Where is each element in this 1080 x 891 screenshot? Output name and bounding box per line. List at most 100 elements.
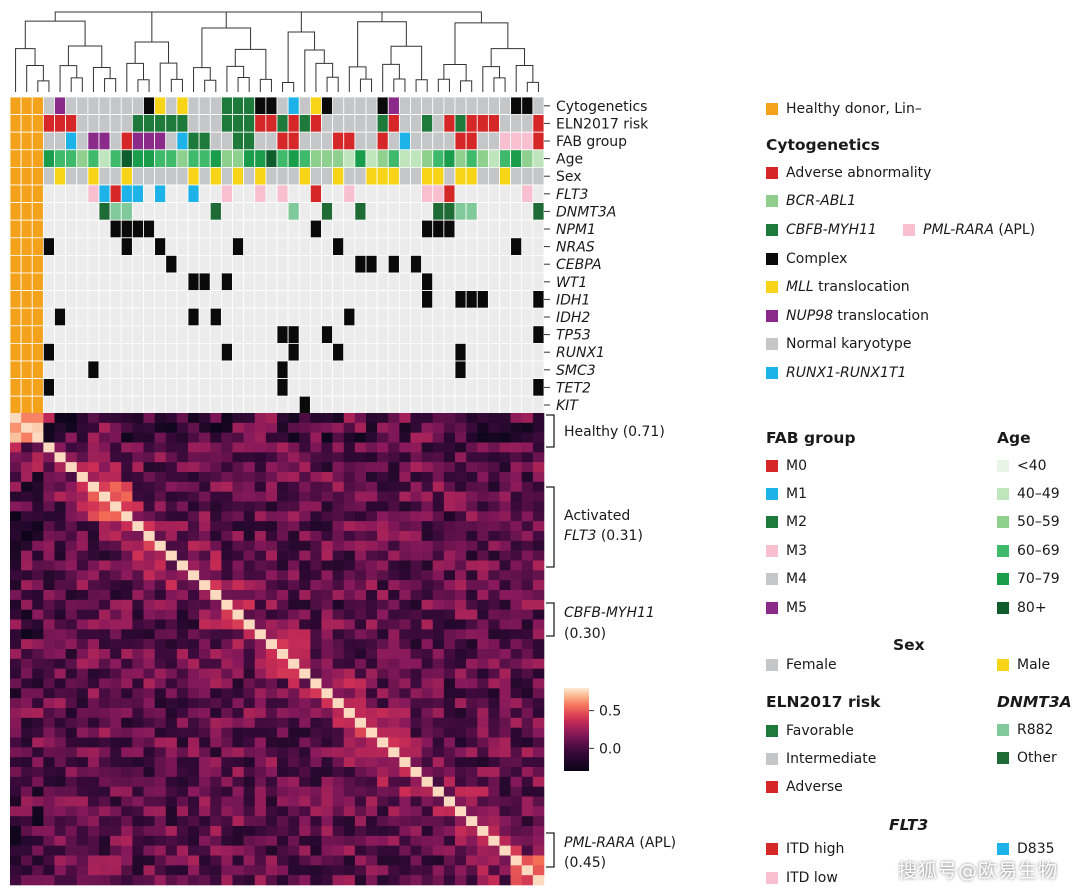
heatmap-cell: [87, 462, 100, 473]
heatmap-cell: [510, 717, 523, 728]
heatmap-cell: [65, 826, 78, 837]
heatmap-cell: [310, 717, 322, 728]
heatmap-cell: [277, 580, 289, 591]
heatmap-cell: [32, 806, 44, 817]
annotation-cell: [154, 114, 167, 133]
heatmap-cell: [99, 481, 111, 492]
heatmap-cell: [76, 688, 89, 699]
heatmap-cell: [421, 826, 434, 837]
heatmap-cell: [232, 432, 244, 443]
annotation-cell: [332, 114, 345, 133]
heatmap-cell: [121, 432, 133, 443]
annotation-cell: [332, 307, 345, 327]
heatmap-cell: [455, 629, 467, 640]
heatmap-cell: [332, 590, 345, 601]
heatmap-cell: [254, 678, 267, 689]
heatmap-cell: [377, 599, 389, 610]
heatmap-cell: [332, 599, 345, 610]
annotation-cell: [332, 149, 345, 168]
heatmap-cell: [377, 413, 389, 424]
heatmap-cell: [110, 531, 122, 542]
annotation-cell: [332, 378, 345, 397]
heatmap-cell: [499, 599, 511, 610]
heatmap-cell: [455, 639, 467, 650]
heatmap-cell: [121, 462, 133, 473]
annotation-cell: [243, 290, 256, 309]
legend-label: 50–59: [1017, 514, 1060, 530]
heatmap-cell: [121, 855, 133, 866]
heatmap-cell: [165, 658, 178, 669]
annotation-cell: [120, 96, 133, 116]
annotation-cell: [387, 395, 400, 415]
heatmap-cell: [443, 422, 456, 433]
heatmap-cell: [299, 688, 311, 699]
heatmap-cell: [232, 462, 244, 473]
heatmap-cell: [99, 472, 111, 483]
heatmap-cell: [354, 826, 367, 837]
annotation-cell: [276, 184, 289, 204]
heatmap-cell: [32, 708, 44, 719]
annotation-cell: [421, 307, 434, 327]
heatmap-cell: [521, 757, 534, 768]
heatmap-cell: [188, 462, 200, 473]
annotation-cell: [499, 237, 512, 256]
annotation-cell: [209, 254, 222, 274]
heatmap-cell: [110, 835, 122, 846]
heatmap-cell: [432, 491, 445, 502]
heatmap-cell: [354, 776, 367, 787]
heatmap-cell: [87, 452, 100, 463]
heatmap-cell: [399, 521, 411, 532]
heatmap-cell: [65, 531, 78, 542]
legend-swatch: [766, 224, 778, 236]
heatmap-cell: [288, 678, 300, 689]
legend-swatch: [997, 752, 1009, 764]
heatmap-cell: [10, 531, 22, 542]
heatmap-cell: [288, 865, 300, 876]
heatmap-cell: [132, 462, 144, 473]
heatmap-cell: [432, 472, 445, 483]
heatmap-cell: [332, 531, 345, 542]
heatmap-cell: [299, 570, 311, 581]
annotation-cell: [465, 307, 478, 327]
heatmap-cell: [87, 560, 100, 571]
heatmap-cell: [432, 531, 445, 542]
heatmap-cell: [321, 462, 333, 473]
heatmap-cell: [65, 796, 78, 807]
legend-label: NUP98 translocation: [786, 308, 929, 324]
annotation-cell: [465, 254, 478, 274]
heatmap-cell: [288, 816, 300, 827]
heatmap-cell: [265, 727, 278, 738]
heatmap-cell: [199, 570, 211, 581]
heatmap-cell: [10, 835, 22, 846]
heatmap-cell: [399, 747, 411, 758]
heatmap-cell: [288, 875, 300, 886]
legend-title: DNMT3A: [997, 693, 1072, 711]
annotation-cell: [176, 184, 189, 204]
heatmap-cell: [254, 531, 267, 542]
legend-swatch: [766, 872, 778, 884]
annotation-cell: [265, 342, 278, 362]
heatmap-cell: [354, 491, 367, 502]
annotation-cell: [198, 360, 211, 380]
heatmap-cell: [332, 619, 345, 630]
heatmap-cell: [154, 865, 167, 876]
heatmap-cell: [87, 845, 100, 856]
heatmap-cell: [455, 826, 467, 837]
heatmap-cell: [10, 649, 22, 660]
heatmap-cell: [377, 649, 389, 660]
heatmap-cell: [388, 491, 400, 502]
heatmap-cell: [221, 816, 233, 827]
heatmap-cell: [377, 658, 389, 669]
annotation-cell: [31, 131, 44, 151]
annotation-cell: [321, 342, 334, 362]
heatmap-cell: [132, 619, 144, 630]
heatmap-cell: [87, 767, 100, 778]
heatmap-cell: [343, 816, 356, 827]
annotation-cell: [454, 237, 467, 256]
cluster-value: (0.30): [564, 626, 606, 642]
annotation-cell: [421, 114, 434, 133]
heatmap-cell: [254, 727, 267, 738]
heatmap-cell: [176, 845, 189, 856]
heatmap-cell: [388, 658, 400, 669]
legend-label: R882: [1017, 722, 1053, 738]
